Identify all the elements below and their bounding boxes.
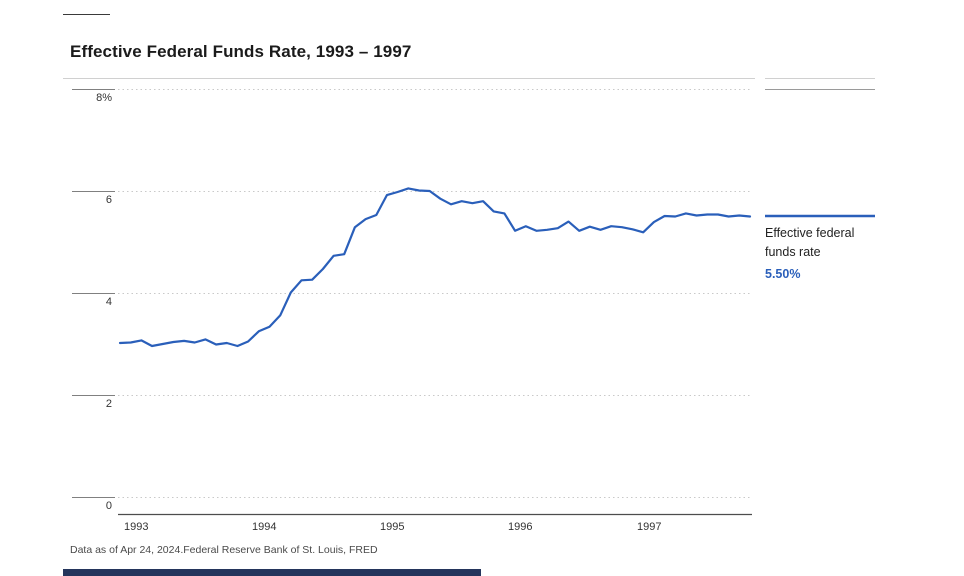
x-tick-label-1995: 1995 xyxy=(380,521,405,533)
x-tick-label-1996: 1996 xyxy=(508,521,533,533)
y-tick-label-8: 8% xyxy=(96,92,112,104)
legend-last-value: 5.50% xyxy=(765,266,801,281)
chart-title: Effective Federal Funds Rate, 1993 – 199… xyxy=(70,42,412,61)
x-tick-label-1997: 1997 xyxy=(637,521,662,533)
y-tick-label-4: 4 xyxy=(105,296,112,308)
x-tick-label-1994: 1994 xyxy=(252,521,277,533)
x-tick-label-1993: 1993 xyxy=(124,521,149,533)
legend-label: Effective federal funds rate xyxy=(765,226,855,259)
top-accent-rule xyxy=(63,14,110,15)
y-tick-label-6: 6 xyxy=(105,194,112,206)
bottom-accent-bar xyxy=(63,569,481,576)
series-legend: Effective federal funds rate 5.50% xyxy=(765,224,877,283)
y-tick-label-2: 2 xyxy=(105,398,112,410)
series-line-effective-federal-funds-rate xyxy=(118,187,752,348)
source-attribution: Data as of Apr 24, 2024.Federal Reserve … xyxy=(70,544,378,556)
y-tick-label-0: 0 xyxy=(105,500,112,512)
